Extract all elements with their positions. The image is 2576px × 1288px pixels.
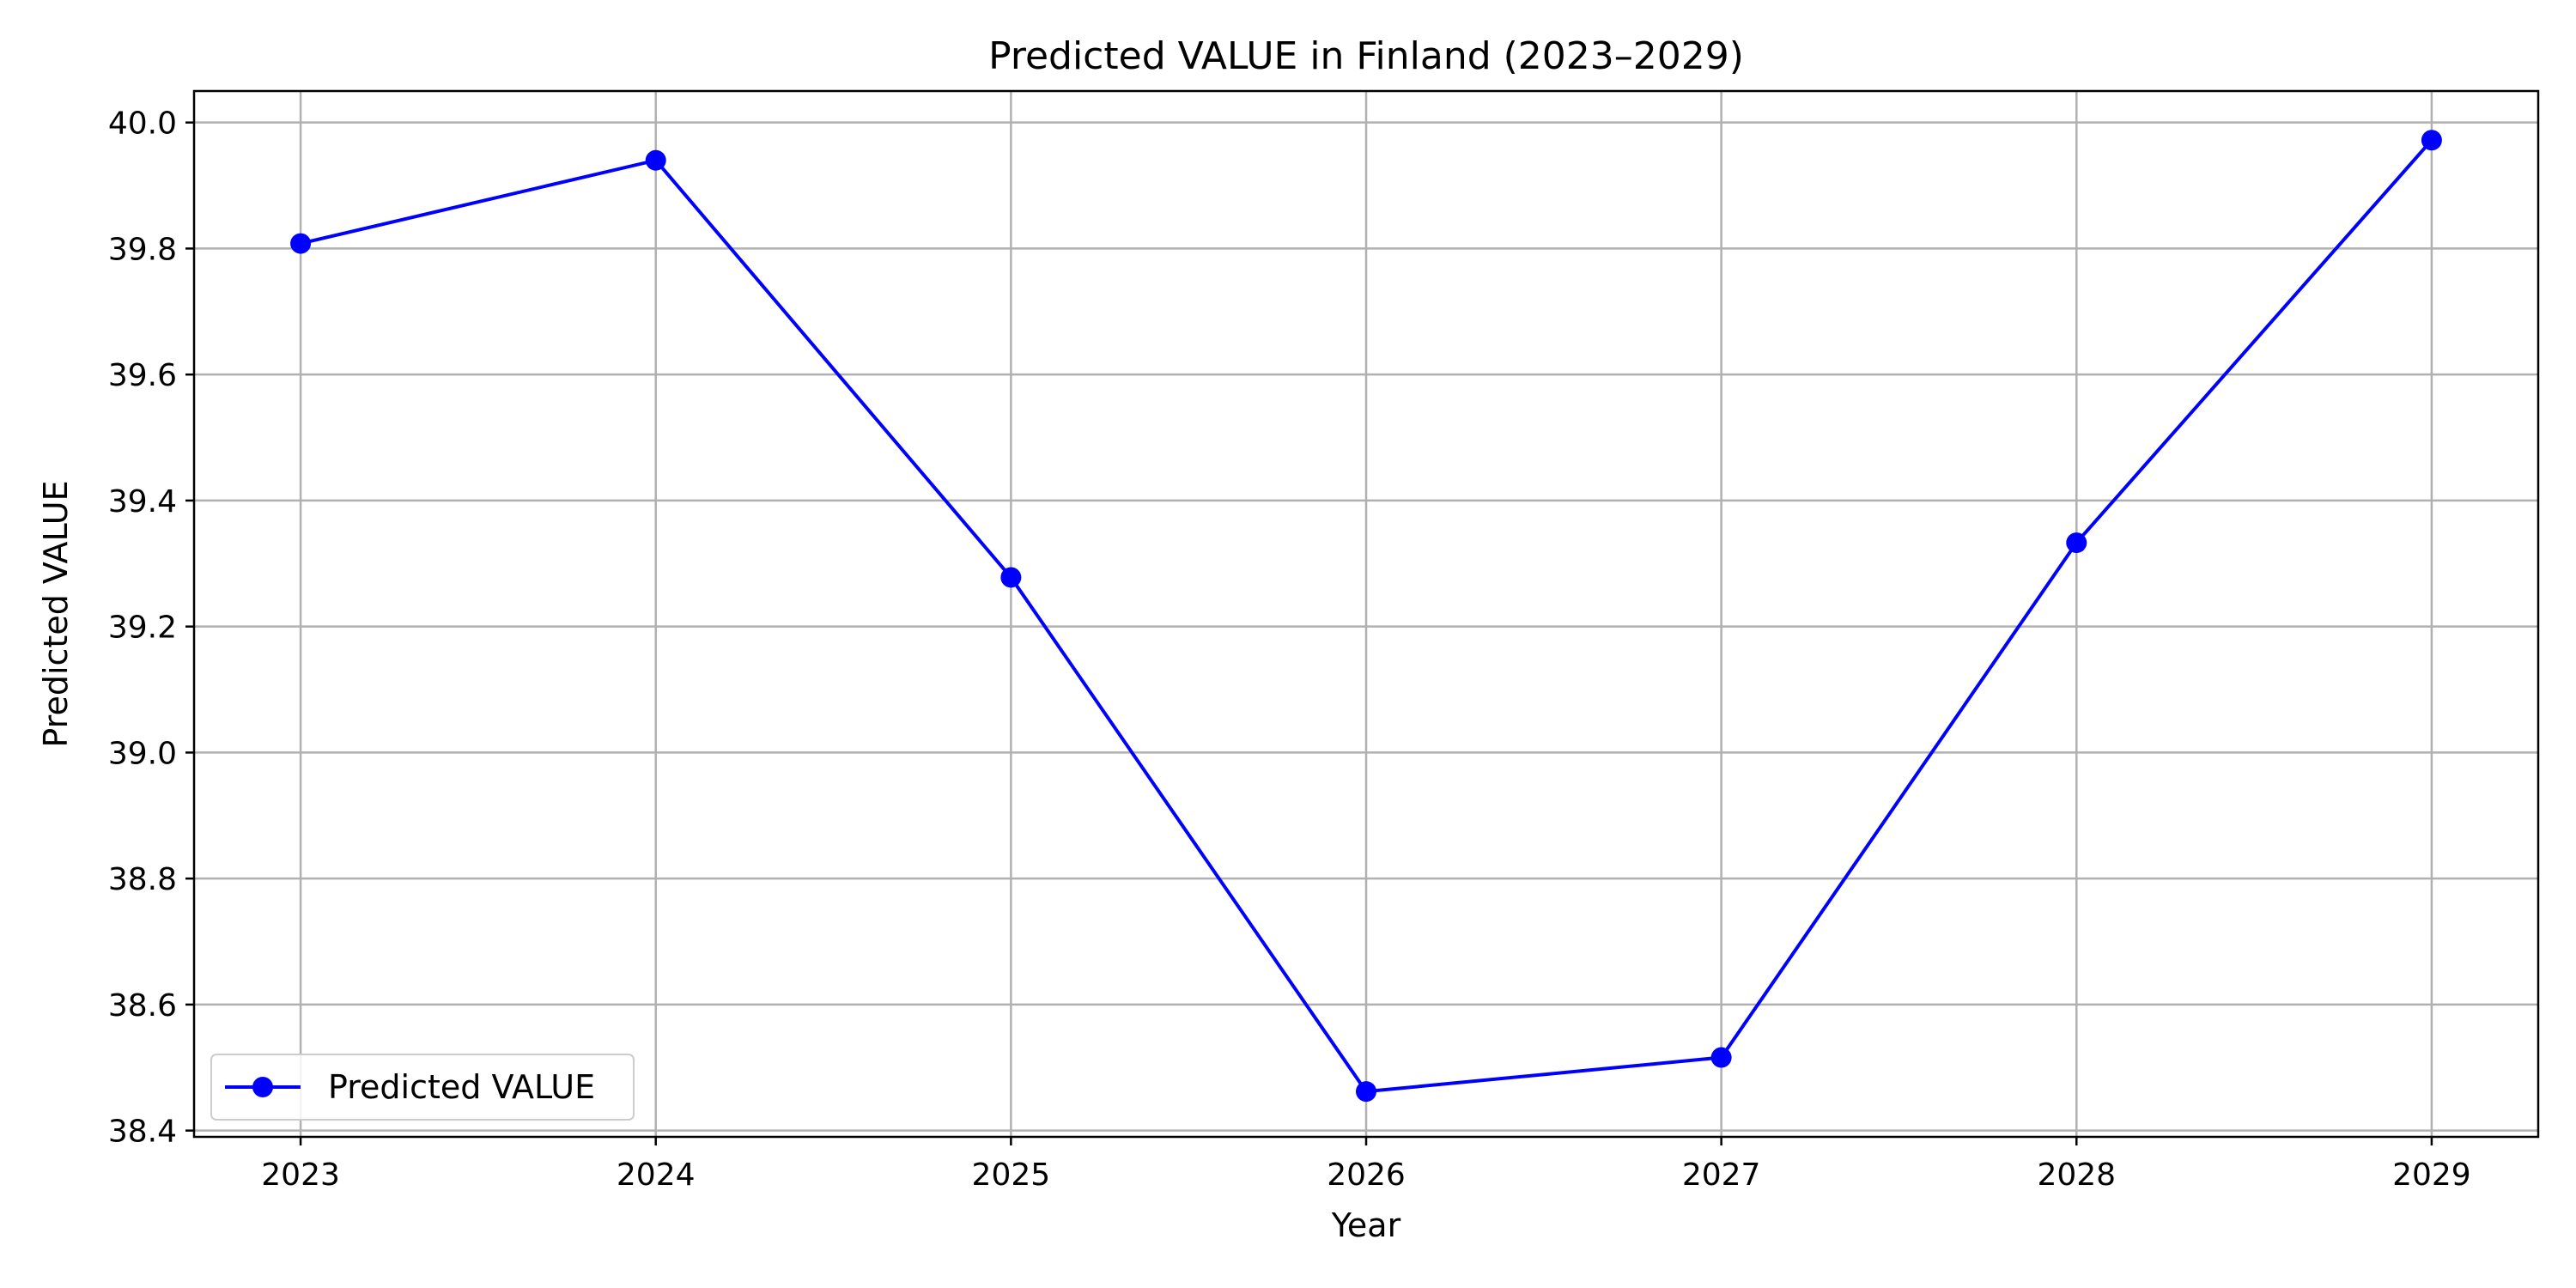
y-tick-label: 39.0 <box>108 736 177 771</box>
y-tick-label: 39.8 <box>108 232 177 267</box>
y-tick-label: 39.4 <box>108 484 177 519</box>
x-tick-label: 2024 <box>617 1157 696 1193</box>
legend-label: Predicted VALUE <box>328 1068 595 1106</box>
data-point <box>2421 130 2442 150</box>
y-axis-label: Predicted VALUE <box>37 480 75 747</box>
data-point <box>1356 1081 1376 1102</box>
data-point <box>1711 1048 1732 1068</box>
y-tick-label: 39.6 <box>108 358 177 393</box>
y-tick-label: 38.8 <box>108 862 177 897</box>
y-tick-label: 39.2 <box>108 611 177 646</box>
data-point <box>2066 532 2087 553</box>
x-tick-label: 2029 <box>2392 1157 2471 1193</box>
x-tick-label: 2025 <box>972 1157 1051 1193</box>
x-axis-label: Year <box>1331 1206 1401 1244</box>
legend: Predicted VALUE <box>211 1054 634 1120</box>
x-tick-label: 2026 <box>1327 1157 1406 1193</box>
chart-title: Predicted VALUE in Finland (2023–2029) <box>988 34 1744 78</box>
data-point <box>646 150 666 171</box>
y-tick-label: 38.6 <box>108 988 177 1024</box>
y-tick-label: 38.4 <box>108 1115 177 1150</box>
legend-marker-swatch <box>252 1077 273 1097</box>
y-tick-label: 40.0 <box>108 106 177 142</box>
data-point <box>290 234 311 254</box>
data-point <box>1000 567 1021 587</box>
x-tick-label: 2023 <box>261 1157 340 1193</box>
x-tick-label: 2028 <box>2037 1157 2116 1193</box>
x-tick-label: 2027 <box>1682 1157 1761 1193</box>
